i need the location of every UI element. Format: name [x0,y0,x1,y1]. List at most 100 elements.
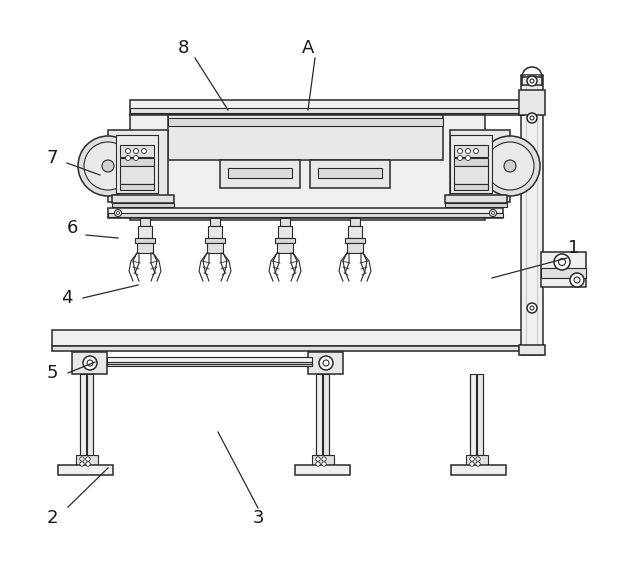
Circle shape [470,462,474,466]
Bar [477,374,483,462]
Circle shape [86,457,90,461]
Circle shape [316,462,320,466]
Bar [454,184,488,190]
Bar [454,166,488,184]
Circle shape [316,457,320,461]
Bar [450,130,510,202]
Bar [522,77,542,85]
Circle shape [527,76,537,86]
Bar [58,465,113,475]
Circle shape [83,356,97,370]
Circle shape [126,149,130,153]
Bar [168,118,443,126]
Text: 2: 2 [47,509,58,527]
Bar [541,252,586,287]
Bar [107,357,312,365]
Bar [140,218,150,226]
Bar [445,203,507,207]
Bar [312,455,334,465]
Text: 4: 4 [61,289,73,307]
Bar [348,226,362,238]
Bar [345,238,365,243]
Bar [220,160,300,188]
Circle shape [84,142,132,190]
Bar [52,346,542,351]
Bar [138,226,152,238]
Bar [108,130,168,202]
Text: 8: 8 [177,39,189,57]
Circle shape [80,457,84,461]
Bar [112,203,174,207]
Bar [519,90,545,115]
Bar [112,195,174,203]
Circle shape [554,254,570,270]
Bar [130,108,524,113]
Circle shape [476,462,480,466]
Bar [466,455,488,465]
Circle shape [527,113,537,123]
Bar [207,243,223,253]
Bar [521,75,543,355]
Bar [107,364,312,366]
Circle shape [480,136,540,196]
Bar [120,184,154,190]
Circle shape [489,209,496,216]
Circle shape [570,273,584,287]
Bar [541,268,586,278]
Bar [450,135,492,193]
Circle shape [126,156,130,161]
Circle shape [322,457,326,461]
Circle shape [476,457,480,461]
Bar [280,218,290,226]
Text: 6: 6 [66,219,78,237]
Circle shape [322,462,326,466]
Bar [323,374,329,462]
Bar [72,352,107,374]
Bar [295,465,350,475]
Bar [107,362,312,365]
Bar [76,455,98,465]
Bar [350,218,360,226]
Bar [168,115,443,160]
Text: 3: 3 [252,509,264,527]
Circle shape [114,209,121,216]
Text: 1: 1 [569,239,580,257]
Circle shape [133,149,138,153]
Circle shape [486,142,534,190]
Bar [318,168,382,178]
Bar [137,243,153,253]
Bar [87,374,93,462]
Bar [208,226,222,238]
Circle shape [80,462,84,466]
Bar [451,465,506,475]
Bar [277,243,293,253]
Bar [130,100,524,115]
Bar [228,168,292,178]
Bar [275,238,295,243]
Bar [519,345,545,355]
Circle shape [78,136,138,196]
Bar [470,374,476,462]
Bar [120,145,154,157]
Circle shape [474,149,479,153]
Bar [120,158,154,166]
Bar [445,195,507,203]
Circle shape [133,156,138,161]
Circle shape [465,156,470,161]
Bar [347,243,363,253]
Bar [108,213,503,217]
Bar [135,238,155,243]
Circle shape [319,356,333,370]
Bar [205,238,225,243]
Circle shape [102,160,114,172]
Bar [130,115,485,220]
Bar [278,226,292,238]
Circle shape [504,160,516,172]
Circle shape [470,457,474,461]
Circle shape [457,156,462,161]
Bar [52,330,542,346]
Bar [316,374,322,462]
Circle shape [457,149,462,153]
Bar [310,160,390,188]
Text: 5: 5 [47,364,58,382]
